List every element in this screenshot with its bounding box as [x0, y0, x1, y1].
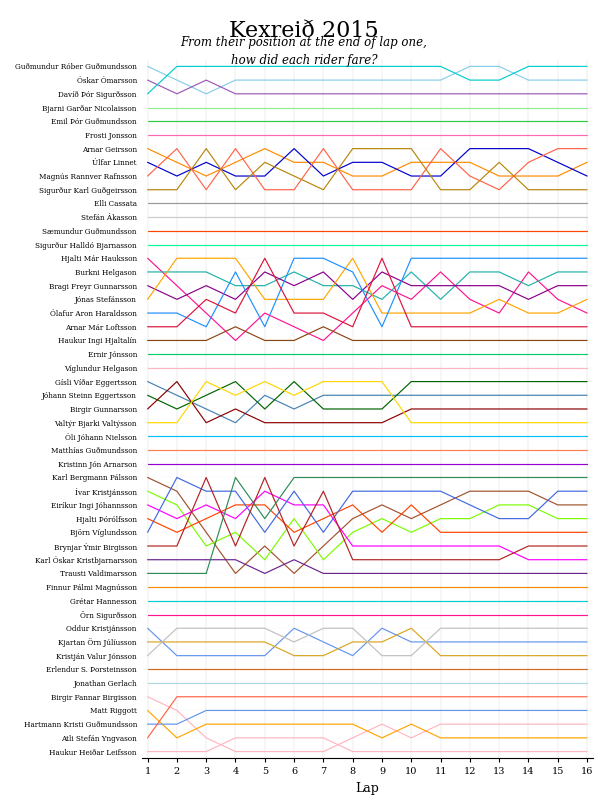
- X-axis label: Lap: Lap: [356, 782, 379, 795]
- Text: From their position at the end of lap one,
how did each rider fare?: From their position at the end of lap on…: [181, 36, 427, 67]
- Text: Kexreið 2015: Kexreið 2015: [229, 20, 379, 42]
